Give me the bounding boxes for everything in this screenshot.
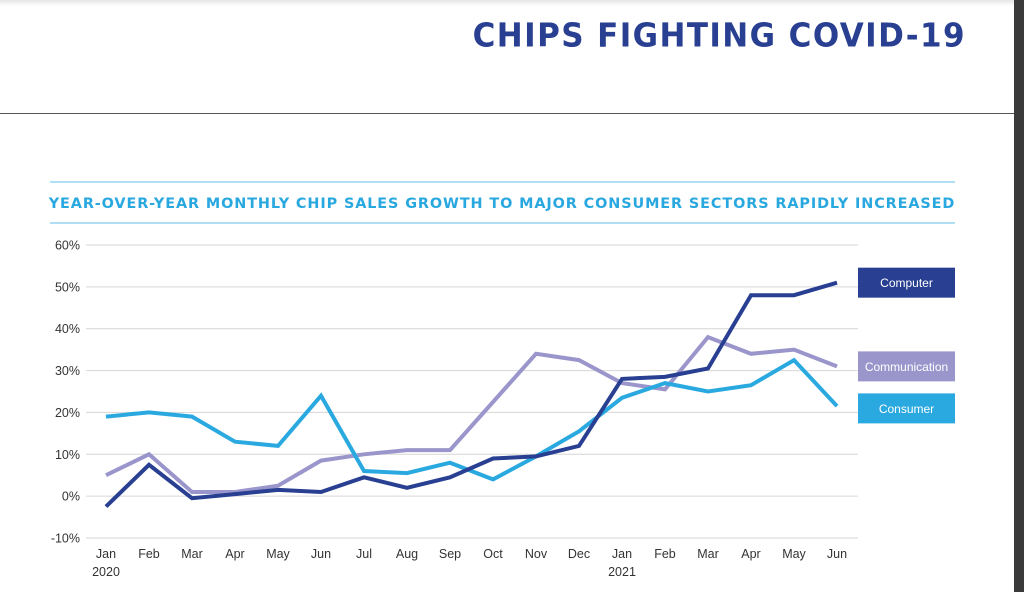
y-tick-label: 30% xyxy=(55,364,80,378)
y-tick-label: -10% xyxy=(51,532,80,546)
y-tick-label: 50% xyxy=(55,280,80,294)
x-tick-label: Feb xyxy=(138,547,160,561)
x-tick-label: Dec xyxy=(568,547,590,561)
x-tick-label: Apr xyxy=(225,547,244,561)
x-tick-label: Jun xyxy=(311,547,331,561)
chart-title: YEAR-OVER-YEAR MONTHLY CHIP SALES GROWTH… xyxy=(48,196,956,212)
y-tick-label: 60% xyxy=(55,239,80,253)
legend: Computer Communication Consumer xyxy=(858,267,955,424)
y-tick-label: 20% xyxy=(55,406,80,420)
x-tick-label: Jan xyxy=(96,547,116,561)
series-lines xyxy=(104,280,839,509)
x-tick-label: Jul xyxy=(356,547,372,561)
x-tick-label: Jan xyxy=(612,547,632,561)
x-tick-label: Feb xyxy=(654,547,676,561)
legend-label-computer: Computer xyxy=(880,276,933,290)
y-tick-label: 0% xyxy=(62,490,80,504)
x-year-label: 2020 xyxy=(92,565,120,579)
viewer-edge xyxy=(1014,0,1024,592)
x-tick-label: Nov xyxy=(525,547,548,561)
x-tick-label: Apr xyxy=(741,547,760,561)
series-line-communication xyxy=(105,334,838,494)
x-tick-label: Mar xyxy=(181,547,203,561)
x-tick-label: Aug xyxy=(396,547,418,561)
x-axis: Jan Feb Mar Apr May Jun Jul Aug Sep Oct Nov Dec Jan F… xyxy=(92,547,847,579)
series-line-computer xyxy=(104,280,838,509)
y-tick-label: 10% xyxy=(55,448,80,462)
x-tick-label: Jun xyxy=(827,547,847,561)
legend-label-communication: Communication xyxy=(865,360,948,374)
x-tick-label: Oct xyxy=(483,547,503,561)
title-divider xyxy=(0,113,1014,114)
x-year-label: 2021 xyxy=(608,565,636,579)
x-tick-label: May xyxy=(266,547,290,561)
page-title: CHIPS FIGHTING COVID-19 xyxy=(472,17,966,55)
x-tick-label: May xyxy=(782,547,806,561)
page-top-shadow xyxy=(0,0,1014,6)
x-tick-label: Sep xyxy=(439,547,461,561)
legend-swatch-communication xyxy=(858,351,955,382)
series-line-consumer xyxy=(105,357,839,482)
legend-swatch-computer xyxy=(858,267,955,298)
legend-label-consumer: Consumer xyxy=(879,402,934,416)
gridlines xyxy=(86,244,858,539)
x-tick-label: Mar xyxy=(697,547,719,561)
legend-swatch-consumer xyxy=(858,393,955,424)
y-axis: -10% 0% 10% 20% 30% 40% 50% 60% xyxy=(51,239,80,546)
y-tick-label: 40% xyxy=(55,322,80,336)
